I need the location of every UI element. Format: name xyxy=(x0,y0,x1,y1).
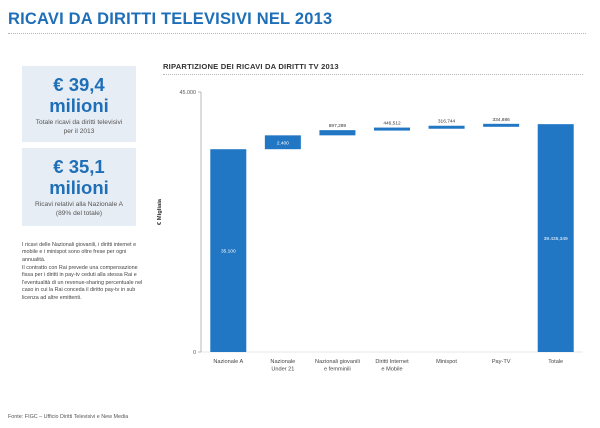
bar-data-label: 39.435,349 xyxy=(544,236,568,242)
chart-title-divider xyxy=(163,74,583,75)
bar-data-label: 316,744 xyxy=(438,119,456,125)
bar-data-label: 334,886 xyxy=(492,117,510,123)
y-axis-label: € Migliaia xyxy=(157,198,163,225)
bar xyxy=(374,127,410,131)
bar-data-label: 446,512 xyxy=(383,121,401,127)
category-label: Under 21 xyxy=(271,367,294,373)
chart-title: RIPARTIZIONE DEI RICAVI DA DIRITTI TV 20… xyxy=(163,62,339,71)
kpi-box-nazionale-a: € 35,1 milioni Ricavi relativi alla Nazi… xyxy=(22,148,136,226)
category-label: e Mobile xyxy=(381,367,402,373)
bar xyxy=(319,130,356,136)
y-tick-label: 45.000 xyxy=(180,90,197,96)
kpi-label: Ricavi relativi alla Nazionale A (89% de… xyxy=(35,201,123,217)
category-label: Nazionali giovanili xyxy=(315,359,360,365)
kpi-value: € 35,1 xyxy=(53,156,105,177)
kpi-label: Totale ricavi da diritti televisivi per … xyxy=(35,119,123,135)
kpi-value: € 39,4 xyxy=(53,74,105,95)
bar-data-label: 897,289 xyxy=(329,123,347,129)
category-label: Minispot xyxy=(436,359,457,365)
category-label: Diritti Internet xyxy=(375,359,409,365)
category-label: Nazionale xyxy=(270,359,295,365)
bar xyxy=(210,149,247,352)
kpi-unit: milioni xyxy=(49,177,109,198)
page-title: RICAVI DA DIRITTI TELEVISIVI NEL 2013 xyxy=(8,10,333,28)
kpi-box-total: € 39,4 milioni Totale ricavi da diritti … xyxy=(22,66,136,142)
bar-data-label: 2.400 xyxy=(277,140,289,146)
category-label: Nazionale A xyxy=(213,359,243,365)
category-label: e femminili xyxy=(324,367,351,373)
bar xyxy=(264,135,301,150)
side-note: Il contratto con Rai prevede una compens… xyxy=(22,265,143,301)
category-label: Pay-TV xyxy=(492,359,511,365)
title-divider xyxy=(8,33,586,34)
bar xyxy=(428,125,465,129)
side-note: I ricavi delle Nazionali giovanili, i di… xyxy=(22,242,137,263)
category-label: Totale xyxy=(548,359,563,365)
bar xyxy=(483,123,520,127)
bar xyxy=(537,124,574,352)
kpi-unit: milioni xyxy=(49,95,109,116)
source-note: Fonte: FIGC – Ufficio Diritti Televisivi… xyxy=(8,414,129,420)
y-tick-label: 0 xyxy=(193,350,196,356)
bar-data-label: 35.100 xyxy=(221,249,236,255)
